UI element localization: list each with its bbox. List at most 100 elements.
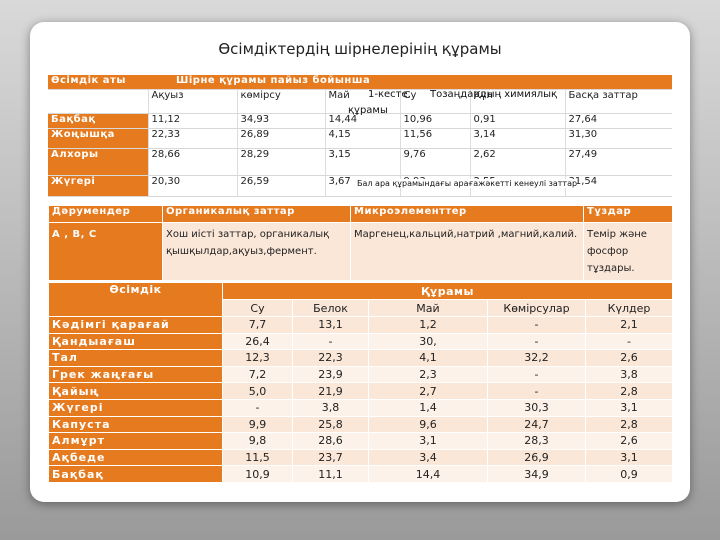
- table-cell: -: [487, 332, 586, 351]
- table-cell: 28,3: [487, 432, 586, 450]
- table-cell: А , В, С: [48, 222, 163, 281]
- table-cell: 14,4: [368, 465, 488, 483]
- table-cell: 1,2: [368, 316, 488, 334]
- table-cell: 28,29: [236, 148, 325, 176]
- table-cell: Бақбақ: [48, 113, 148, 129]
- table-cell: -: [292, 332, 369, 351]
- table-cell: Бақбақ: [48, 465, 223, 483]
- table-cell: 3,1: [584, 398, 674, 417]
- table-row: А , В, С Хош иісті заттар, органикалық қы…: [48, 222, 673, 281]
- table-cell: Алмұрт: [48, 432, 223, 450]
- table-row: Қайың 5,0 21,9 2,7-2,8: [48, 382, 674, 400]
- table-cell: Темір және фосфор тұздары.: [583, 222, 673, 281]
- table-cell: 31,54: [564, 175, 673, 197]
- table-cell: 9,76: [399, 148, 470, 176]
- table-cell: көмірсу: [236, 89, 325, 114]
- table-cell: 9,6: [368, 415, 488, 434]
- table-cell: 2,8: [584, 382, 674, 400]
- table-cell: 3,1: [368, 432, 488, 450]
- table-cell: 27,64: [564, 113, 673, 129]
- table-cell: 4,15: [324, 128, 400, 149]
- table-cell: 23,9: [292, 365, 369, 384]
- table-cell: 2,6: [584, 349, 674, 367]
- table-cell: Күл: [469, 89, 565, 114]
- table-cell: Басқа заттар: [564, 89, 673, 114]
- table-cell: -: [487, 382, 586, 400]
- table-cell: 10,9: [222, 465, 293, 483]
- table-row: Жоңышқа 22,33 26,89 4,15 11,56 3,14 31,30: [48, 128, 673, 149]
- table-cell: 10,96: [399, 113, 470, 129]
- table-cell: Тұздар: [583, 205, 673, 223]
- table-cell: 3,8: [292, 398, 369, 417]
- table-cell: Май: [324, 89, 400, 114]
- table-cell: Қайың: [48, 382, 223, 400]
- table-row: Капуста 9,9 25,8 9,6 24,7 2,8: [48, 415, 674, 434]
- table-cell: 3,8: [584, 365, 674, 384]
- table-row: Қандыағаш 26,4-30, - -: [48, 332, 674, 351]
- table-cell: 34,93: [236, 113, 325, 129]
- table-cell: 0,91: [469, 113, 565, 129]
- table-cell: 26,4: [222, 332, 293, 351]
- table-cell: 26,9: [487, 448, 586, 467]
- table-cell: 4,1: [368, 349, 488, 367]
- table-cell: Жүгері: [48, 175, 148, 197]
- note: Бал ара құрамындағы арағажәкетті кенеулі…: [357, 179, 578, 188]
- table-cell: 11,1: [292, 465, 369, 483]
- table-cell: 28,6: [292, 432, 369, 450]
- table-cell: 9,9: [222, 415, 293, 434]
- table-cell: Шірне құрамы пайыз бойынша: [148, 75, 673, 90]
- table-cell: Ақуыз: [147, 89, 237, 114]
- table-cell: 3,1: [584, 448, 674, 467]
- table-cell: Грек жаңғағы: [48, 365, 223, 384]
- table-cell: [48, 89, 148, 114]
- table-cell: 2,7: [368, 382, 488, 400]
- table-cell: 1,4: [368, 398, 488, 417]
- table-row: Ақуыз көмірсу Май Су Күл Басқа заттар: [48, 89, 673, 114]
- table-cell: 27,49: [564, 148, 673, 176]
- table-row: Су Белок Май Көмірсулар Күлдер: [49, 299, 674, 317]
- nectar-table: Өсімдік Құрамы Су Белок Май Көмірсулар Күлдер К…: [48, 282, 674, 483]
- caption: Тозаңдардың химиялық: [430, 89, 558, 100]
- table-cell: 2,8: [584, 415, 674, 434]
- table-cell: 23,7: [292, 448, 369, 467]
- table-cell: Өсімдік аты: [48, 75, 148, 90]
- table-cell: Қандыағаш: [48, 332, 223, 351]
- table-cell: 3,15: [324, 148, 400, 176]
- table-cell: 5,0: [222, 382, 293, 400]
- table-row: Жүгері -3,8 1,4 30,3 3,1: [48, 398, 674, 417]
- table-row: Тал 12,3 22,3 4,1 32,2 2,6: [48, 349, 674, 367]
- table-cell: 30,: [368, 332, 488, 351]
- table-cell: 20,30: [147, 175, 237, 197]
- table-cell: 2,6: [584, 432, 674, 450]
- table-cell: -: [222, 398, 293, 417]
- table-cell: Жоңышқа: [48, 128, 148, 149]
- table-cell: 30,3: [487, 398, 586, 417]
- table-cell: -: [584, 332, 674, 351]
- table-cell: Хош иісті заттар, органикалық қышқылдар,…: [162, 222, 351, 281]
- table-cell: Су: [399, 89, 470, 114]
- table-cell: 3,14: [469, 128, 565, 149]
- table-cell: Капуста: [48, 415, 223, 434]
- table-cell: 22,3: [292, 349, 369, 367]
- table-cell: Белок: [292, 299, 369, 317]
- table-cell: 31,30: [564, 128, 673, 149]
- table-cell: 26,89: [236, 128, 325, 149]
- table-cell: Күлдер: [584, 299, 674, 317]
- table-cell: 14,44: [324, 113, 400, 129]
- table-cell: 22,33: [147, 128, 237, 149]
- table-row: Грек жаңғағы 7,2 23,9 2,3-3,8: [48, 365, 674, 384]
- table-cell: Құрамы: [221, 282, 674, 300]
- table-cell: Ақбеде: [48, 448, 223, 467]
- table-cell: Су: [222, 299, 293, 317]
- caption: құрамы: [348, 105, 388, 116]
- table-cell: 13,1: [292, 316, 369, 334]
- table-cell: Көмірсулар: [487, 299, 586, 317]
- table-cell: 32,2: [487, 349, 586, 367]
- table-cell: Микроэлементтер: [350, 205, 584, 223]
- caption: 1-кесте.: [368, 89, 411, 100]
- table-cell: 7,7: [222, 316, 293, 334]
- table-cell: 34,9: [487, 465, 586, 483]
- table-cell: 24,7: [487, 415, 586, 434]
- table-row: Алмұрт 9,8 28,6 3,1 28,3 2,6: [48, 432, 674, 450]
